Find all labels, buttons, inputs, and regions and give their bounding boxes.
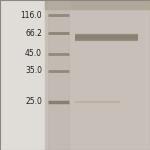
Bar [75,33,138,34]
Bar [75,34,138,35]
Bar [75,38,138,39]
Text: 116.0: 116.0 [20,11,42,20]
Bar [75,34,138,35]
Bar [75,40,138,41]
Bar [75,34,138,41]
Bar [75,37,138,38]
Bar [45,0,150,9]
Bar [75,35,138,36]
Text: 66.2: 66.2 [25,28,42,38]
Bar [75,36,138,37]
Bar [48,0,69,150]
Bar [75,36,138,37]
Text: 45.0: 45.0 [25,50,42,58]
Bar [45,0,150,150]
Bar [75,40,138,41]
Bar [75,40,138,41]
Bar [0,0,45,150]
Bar [75,35,138,36]
Text: 35.0: 35.0 [25,66,42,75]
Bar [75,101,120,103]
Bar [75,33,138,34]
Text: 25.0: 25.0 [25,98,42,106]
Bar [75,38,138,39]
Bar [75,37,138,38]
Bar [75,39,138,40]
Bar [75,39,138,40]
Bar [75,41,138,42]
